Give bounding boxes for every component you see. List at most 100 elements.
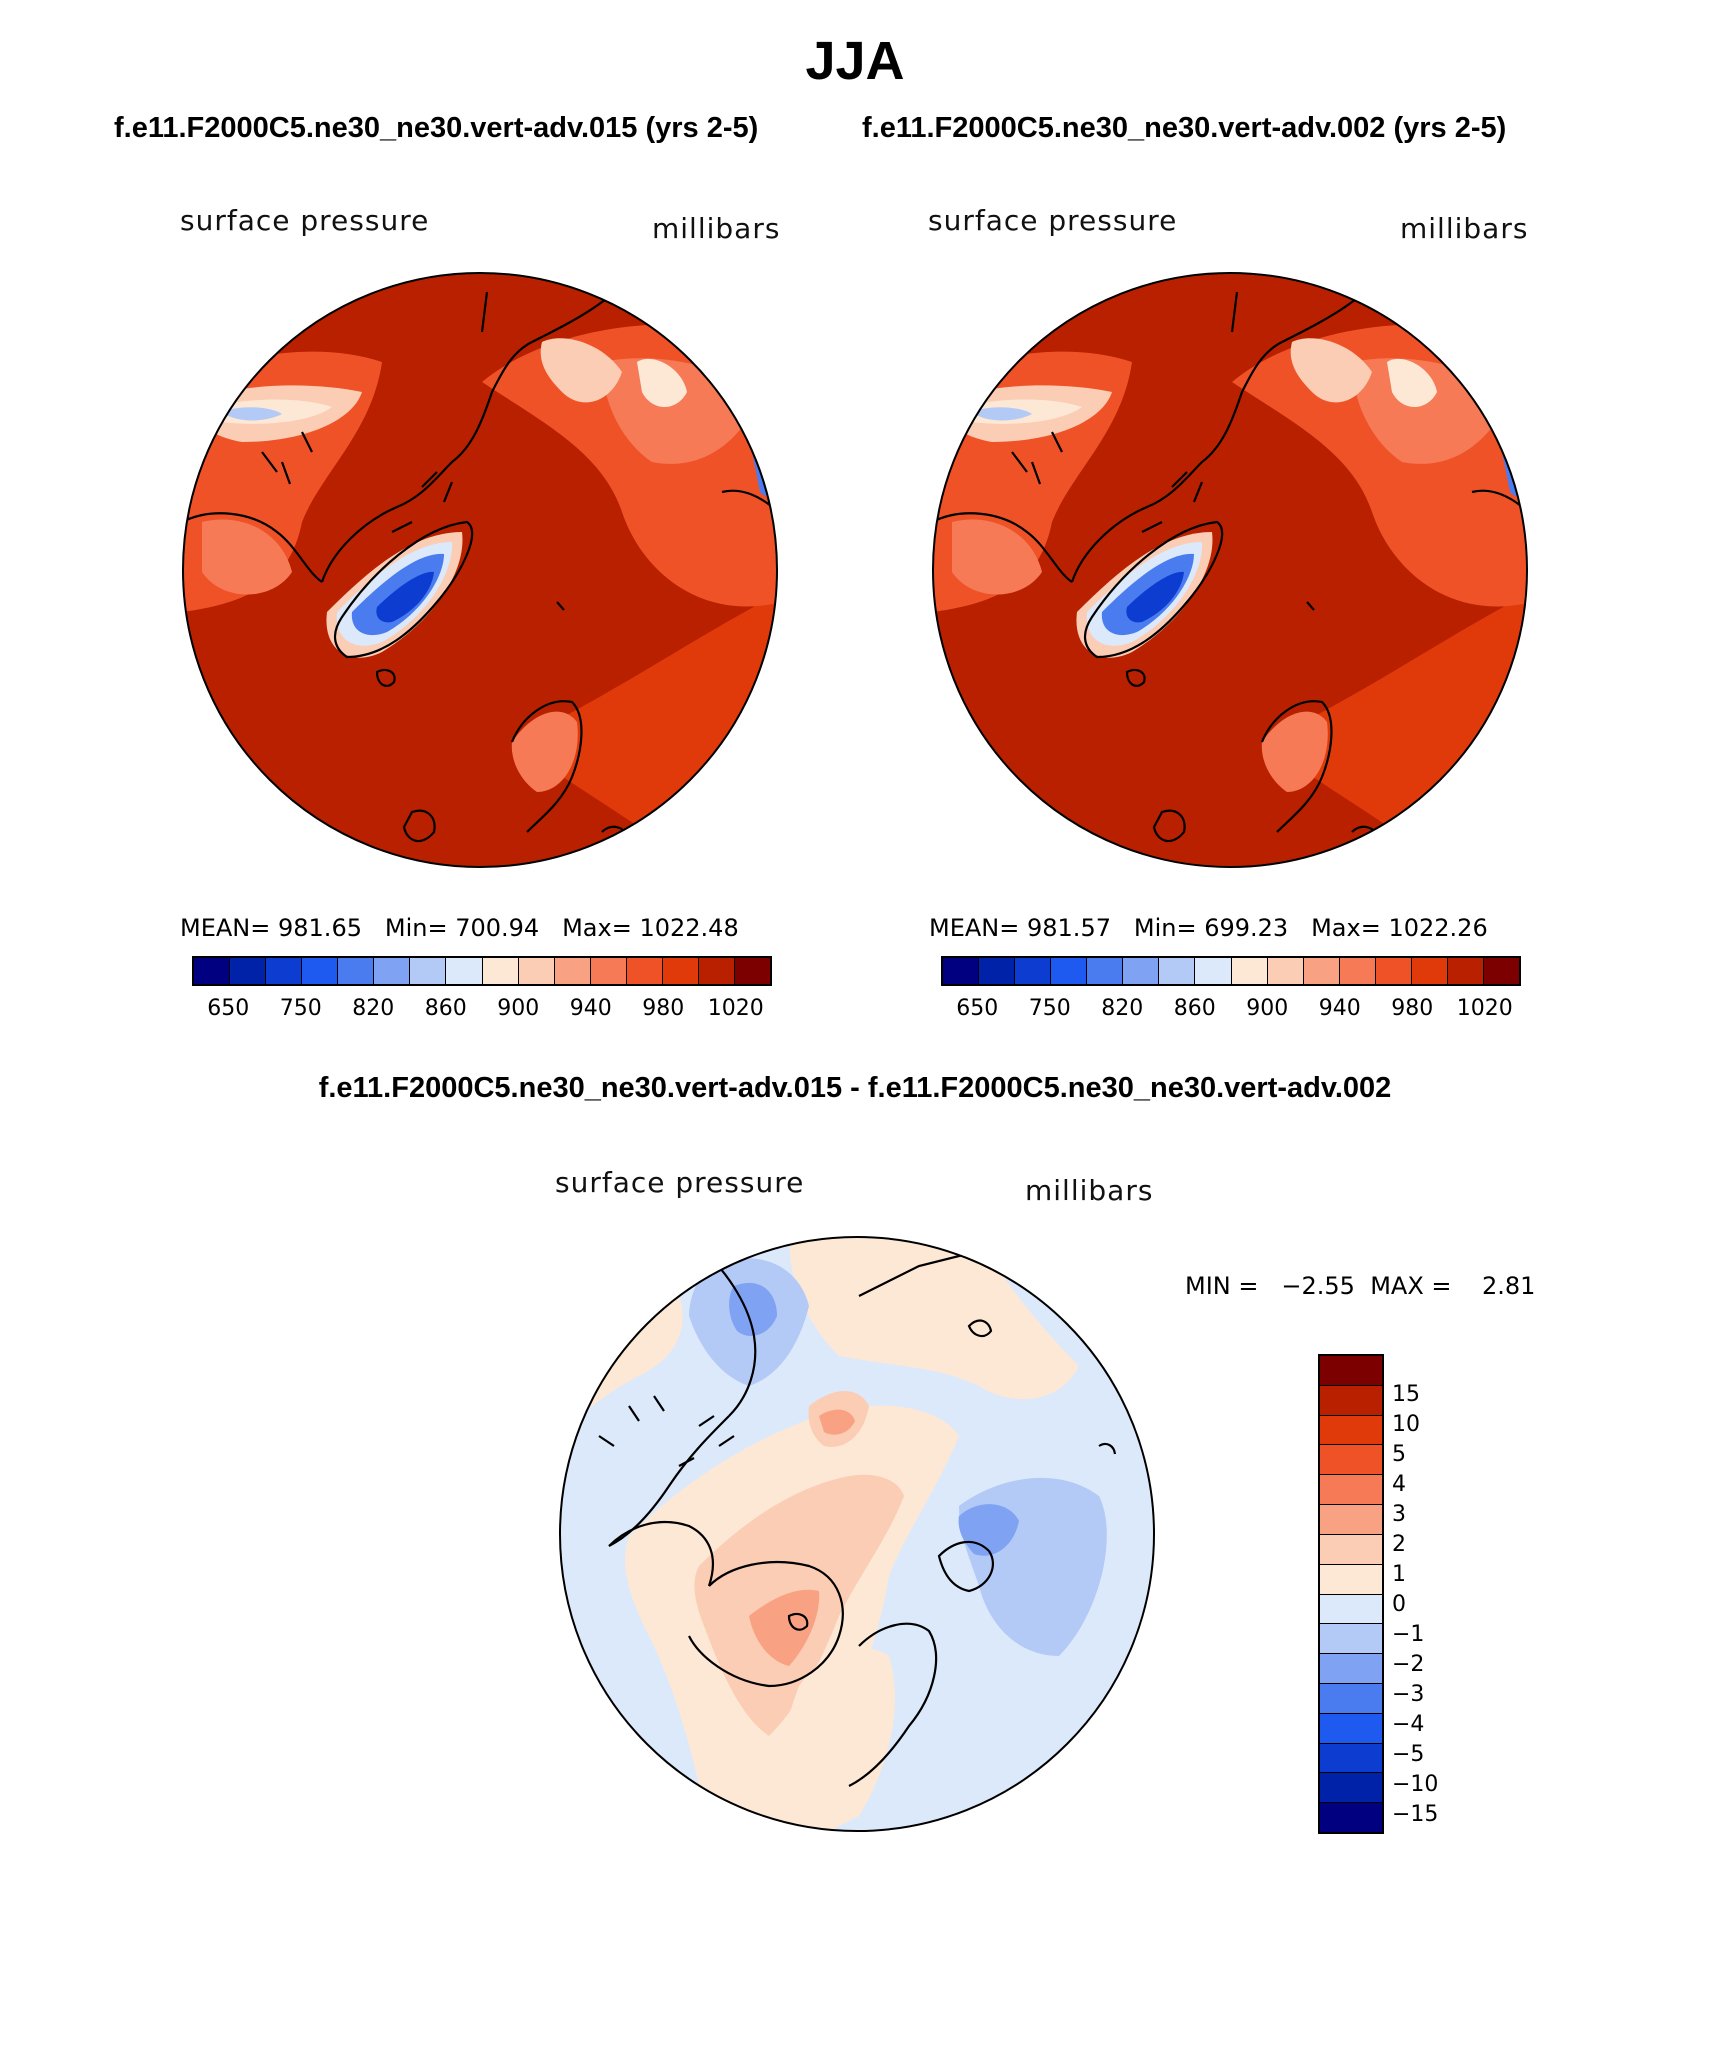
canada-low xyxy=(952,519,1042,595)
rockies-blue xyxy=(222,407,282,421)
diff-neg-pacific-3 xyxy=(729,1282,777,1336)
colorbar-tick-label: −2 xyxy=(1392,1652,1425,1677)
colorbar-swatch xyxy=(194,958,230,984)
colorbar-tick-label: −10 xyxy=(1392,1772,1439,1797)
right-min-value: 699.23 xyxy=(1204,914,1289,942)
colorbar-tick-label: 2 xyxy=(1392,1532,1406,1557)
left-polar-map xyxy=(182,272,778,868)
right-units-label: millibars xyxy=(1400,212,1529,245)
colorbar-tick-label: 750 xyxy=(1028,996,1071,1021)
colorbar-tick-label: 900 xyxy=(497,996,540,1021)
right-variable-label: surface pressure xyxy=(928,204,1178,237)
left-min-value: 700.94 xyxy=(455,914,540,942)
colorbar-swatch xyxy=(1122,958,1159,984)
colorbar-tick-label: 940 xyxy=(569,996,612,1021)
diff-max-label: MAX = xyxy=(1370,1272,1452,1300)
colorbar-swatch xyxy=(1338,958,1375,984)
left-mean-value: 981.65 xyxy=(278,914,362,942)
diff-variable-label: surface pressure xyxy=(555,1166,805,1199)
colorbar-swatch xyxy=(625,958,662,984)
left-colorbar-ticks: 650 750 820 860 900 940 980 1020 xyxy=(192,996,772,1026)
colorbar-tick-label: −1 xyxy=(1392,1622,1425,1647)
colorbar-swatch xyxy=(517,958,554,984)
colorbar-swatch xyxy=(1320,1533,1382,1564)
tibet-pale xyxy=(1290,338,1372,403)
colorbar-swatch xyxy=(1374,958,1411,984)
colorbar-swatch xyxy=(1320,1712,1382,1743)
colorbar-swatch xyxy=(733,958,770,984)
canada-low xyxy=(202,519,292,595)
colorbar-swatch xyxy=(1320,1623,1382,1654)
left-max-value: 1022.48 xyxy=(639,914,739,942)
colorbar-swatch xyxy=(553,958,590,984)
tibet-pale xyxy=(540,338,622,403)
colorbar-swatch xyxy=(1320,1384,1382,1415)
right-max-label: Max= xyxy=(1311,914,1381,942)
colorbar-swatch xyxy=(1482,958,1519,984)
colorbar-swatch xyxy=(1320,1504,1382,1534)
colorbar-swatch xyxy=(1320,1414,1382,1445)
colorbar-tick-label: 980 xyxy=(1391,996,1434,1021)
colorbar-swatch xyxy=(1320,1593,1382,1624)
right-min-label: Min= xyxy=(1133,914,1197,942)
colorbar-swatch xyxy=(1320,1682,1382,1713)
colorbar-swatch xyxy=(589,958,626,984)
right-colorbar xyxy=(941,956,1521,986)
colorbar-swatch xyxy=(978,958,1015,984)
right-polar-map xyxy=(932,272,1528,868)
colorbar-tick-label: 980 xyxy=(642,996,685,1021)
colorbar-swatch xyxy=(1302,958,1339,984)
asia-cream xyxy=(1387,358,1437,407)
diff-pos-north xyxy=(789,1237,1079,1400)
colorbar-tick-label: 940 xyxy=(1318,996,1361,1021)
colorbar-tick-label: 820 xyxy=(352,996,395,1021)
colorbar-swatch xyxy=(1320,1356,1382,1385)
right-case-title: f.e11.F2000C5.ne30_ne30.vert-adv.002 (yr… xyxy=(862,112,1507,144)
scandinavia-low xyxy=(1261,711,1328,792)
diff-pos-center-3 xyxy=(749,1589,820,1666)
colorbar-swatch xyxy=(373,958,410,984)
colorbar-swatch xyxy=(1320,1772,1382,1803)
colorbar-swatch xyxy=(1320,1742,1382,1773)
diff-min-value: −2.55 xyxy=(1281,1272,1355,1300)
colorbar-swatch xyxy=(481,958,518,984)
left-case-title: f.e11.F2000C5.ne30_ne30.vert-adv.015 (yr… xyxy=(114,112,759,144)
colorbar-tick-label: −4 xyxy=(1392,1712,1425,1737)
rockies-blue xyxy=(972,407,1032,421)
colorbar-swatch xyxy=(1320,1802,1382,1832)
colorbar-swatch xyxy=(1320,1444,1382,1475)
colorbar-swatch xyxy=(1266,958,1303,984)
diff-max-value: 2.81 xyxy=(1482,1272,1536,1300)
colorbar-swatch xyxy=(697,958,734,984)
colorbar-swatch xyxy=(1050,958,1087,984)
difference-colorbar xyxy=(1318,1354,1384,1834)
colorbar-tick-label: −3 xyxy=(1392,1682,1425,1707)
colorbar-tick-label: −5 xyxy=(1392,1742,1425,1767)
colorbar-tick-label: 1 xyxy=(1392,1562,1406,1587)
colorbar-swatch xyxy=(229,958,266,984)
diff-minmax: MIN = −2.55 MAX = 2.81 xyxy=(1185,1272,1535,1300)
colorbar-tick-label: 10 xyxy=(1392,1412,1420,1437)
colorbar-swatch xyxy=(1446,958,1483,984)
colorbar-tick-label: 820 xyxy=(1101,996,1144,1021)
colorbar-swatch xyxy=(1158,958,1195,984)
left-units-label: millibars xyxy=(652,212,781,245)
diff-min-label: MIN = xyxy=(1185,1272,1259,1300)
left-mean-label: MEAN= xyxy=(180,914,271,942)
left-min-label: Min= xyxy=(384,914,448,942)
colorbar-swatch xyxy=(301,958,338,984)
greenland-core xyxy=(1126,571,1184,623)
colorbar-tick-label: 0 xyxy=(1392,1592,1406,1617)
left-stats: MEAN= 981.65 Min= 700.94 Max= 1022.48 xyxy=(180,914,739,942)
difference-colorbar-ticks: 15 10 5 4 3 2 1 0 −1 −2 −3 −4 −5 −10 −15 xyxy=(1392,1354,1472,1834)
colorbar-swatch xyxy=(1086,958,1123,984)
colorbar-tick-label: 15 xyxy=(1392,1382,1420,1407)
colorbar-swatch xyxy=(409,958,446,984)
colorbar-swatch xyxy=(1320,1653,1382,1683)
colorbar-tick-label: 650 xyxy=(956,996,999,1021)
colorbar-tick-label: 650 xyxy=(207,996,250,1021)
left-variable-label: surface pressure xyxy=(180,204,430,237)
colorbar-tick-label: 860 xyxy=(1173,996,1216,1021)
right-stats: MEAN= 981.57 Min= 699.23 Max= 1022.26 xyxy=(929,914,1488,942)
main-title: JJA xyxy=(805,31,905,91)
